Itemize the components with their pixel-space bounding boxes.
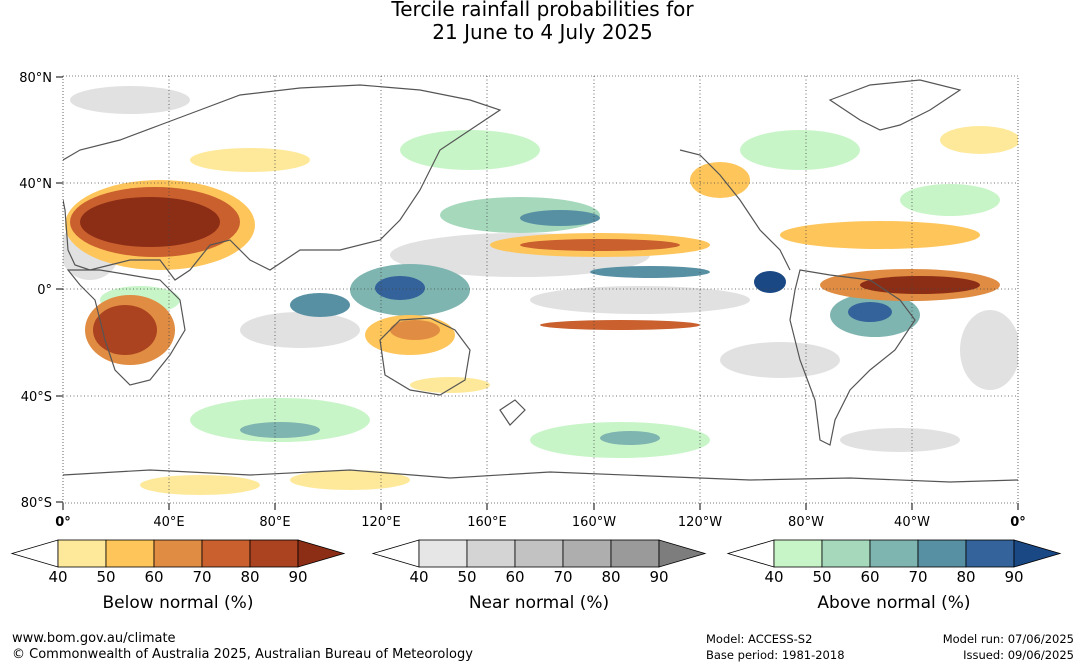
above-legend-tick-label: 70: [908, 568, 928, 586]
copyright-text: © Commonwealth of Australia 2025, Austra…: [12, 647, 473, 662]
below-legend-title: Below normal (%): [102, 593, 254, 613]
lat-label-80n: 80°N: [19, 71, 52, 86]
above-legend-tick-label: 80: [956, 568, 976, 586]
lon-label-80w: 80°W: [788, 515, 824, 530]
near-legend-swatch: [562, 539, 612, 568]
near-legend-high-arrow: [658, 539, 707, 568]
below-legend-tick-label: 70: [192, 568, 212, 586]
below-legend-tick-label: 90: [288, 568, 308, 586]
above-legend-low-arrow: [726, 539, 775, 568]
title-line-1: Tercile rainfall probabilities for: [391, 0, 694, 21]
above-legend-tick-label: 90: [1004, 568, 1024, 586]
near-legend-low-arrow: [371, 539, 420, 568]
above-legend-high-arrow: [1013, 539, 1062, 568]
lon-label-0-end: 0°: [1010, 515, 1026, 530]
above-legend-swatch: [965, 539, 1015, 568]
below-legend-high-arrow: [297, 539, 346, 568]
below-legend-tick-label: 40: [48, 568, 68, 586]
near-legend-tick-label: 60: [505, 568, 525, 586]
issued-text: Issued: 09/06/2025: [963, 648, 1074, 662]
below-legend-swatch: [201, 539, 251, 568]
near-legend-tick-label: 40: [409, 568, 429, 586]
below-legend-tick-label: 50: [96, 568, 116, 586]
map-layer: [63, 76, 1018, 503]
lon-label-160e: 160°E: [467, 515, 507, 530]
lon-label-40e: 40°E: [153, 515, 184, 530]
above-legend-swatch: [869, 539, 919, 568]
near-legend-swatch: [466, 539, 516, 568]
near-legend-title: Near normal (%): [468, 593, 610, 613]
below-legend-swatch: [153, 539, 203, 568]
base-period-text: Base period: 1981-2018: [706, 648, 845, 662]
below-legend-swatch: [57, 539, 107, 568]
below-legend-low-arrow: [10, 539, 59, 568]
title-line-2: 21 June to 4 July 2025: [432, 20, 653, 44]
above-legend-tick-label: 60: [860, 568, 880, 586]
lon-label-120w: 120°W: [678, 515, 722, 530]
model-text: Model: ACCESS-S2: [706, 632, 813, 646]
near-legend-swatch: [418, 539, 468, 568]
above-legend-swatch: [821, 539, 871, 568]
below-legend-swatch: [105, 539, 155, 568]
color-legends: [10, 539, 1062, 568]
near-legend-tick-label: 70: [553, 568, 573, 586]
below-legend-tick-label: 80: [240, 568, 260, 586]
model-run-text: Model run: 07/06/2025: [942, 632, 1074, 646]
near-legend-tick-label: 90: [649, 568, 669, 586]
above-legend-tick-label: 50: [812, 568, 832, 586]
lon-label-120e: 120°E: [361, 515, 401, 530]
lon-label-80e: 80°E: [259, 515, 290, 530]
below-legend-swatch: [249, 539, 299, 568]
graticule: [63, 76, 1018, 503]
near-legend-tick-label: 50: [457, 568, 477, 586]
lat-label-40n: 40°N: [19, 177, 52, 192]
website-text: www.bom.gov.au/climate: [12, 631, 176, 646]
lon-label-0: 0°: [55, 515, 71, 530]
near-legend-swatch: [610, 539, 660, 568]
lon-label-40w: 40°W: [894, 515, 930, 530]
above-legend-tick-label: 40: [764, 568, 784, 586]
above-legend-swatch: [773, 539, 823, 568]
near-legend-tick-label: 80: [601, 568, 621, 586]
above-legend-title: Above normal (%): [817, 593, 971, 613]
below-legend-tick-label: 60: [144, 568, 164, 586]
lat-label-80s: 80°S: [21, 496, 52, 511]
coastlines: [63, 79, 1018, 483]
near-legend-swatch: [514, 539, 564, 568]
above-normal-areas: [100, 130, 1000, 458]
above-legend-swatch: [917, 539, 967, 568]
lat-label-equator: 0°: [37, 283, 52, 298]
lon-label-160w: 160°W: [572, 515, 616, 530]
lat-label-40s: 40°S: [21, 390, 52, 405]
